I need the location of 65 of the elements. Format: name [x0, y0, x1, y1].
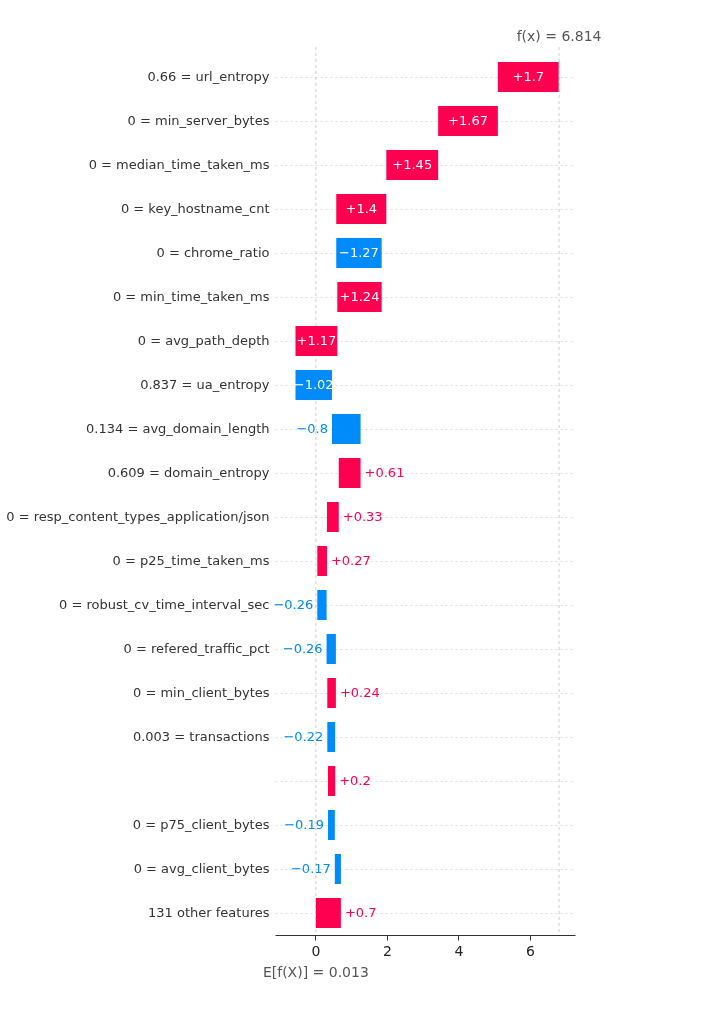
bar — [336, 238, 382, 268]
ref-line-label: f(x) = 6.814 — [516, 28, 602, 44]
data-label: −0.19 — [284, 817, 325, 832]
data-label: +0.24 — [339, 685, 380, 700]
data-label: −0.26 — [282, 641, 323, 656]
bar — [326, 502, 339, 532]
y-tick-label: 0 = min_client_bytes — [133, 685, 270, 700]
y-tick-label: 0 = avg_client_bytes — [133, 861, 270, 876]
y-tick-label: 0 = refered_traffic_pct — [123, 641, 270, 656]
bar — [337, 282, 382, 312]
bar — [497, 62, 559, 92]
data-label: +0.61 — [364, 465, 405, 480]
data-label: +0.33 — [342, 509, 383, 524]
y-tick-label: 0 = key_hostname_cnt — [120, 201, 270, 216]
bar — [328, 766, 336, 796]
data-label: −0.17 — [290, 861, 331, 876]
bar — [331, 414, 361, 444]
data-label: +0.7 — [344, 905, 377, 920]
y-tick-label: 0 = resp_content_types_application/json — [6, 509, 270, 524]
y-tick-label: 0 = robust_cv_time_interval_sec — [59, 597, 270, 612]
y-tick-label: 0 = p75_client_bytes — [132, 817, 270, 832]
bar — [386, 150, 439, 180]
bar — [295, 370, 332, 400]
bar — [315, 898, 341, 928]
y-tick-label: 0 = min_time_taken_ms — [112, 289, 270, 304]
y-tick-label: 0 = chrome_ratio — [156, 245, 270, 260]
bar — [328, 810, 335, 840]
y-tick-label: 131 other features — [148, 905, 270, 920]
y-tick-label: 0 = p25_time_taken_ms — [112, 553, 270, 568]
data-label: −1.02 — [293, 377, 334, 392]
x-tick-label: 4 — [454, 942, 464, 959]
y-tick-label: 0.609 = domain_entropy — [107, 465, 270, 480]
data-label: −0.26 — [273, 597, 314, 612]
data-label: +1.67 — [448, 113, 488, 128]
ref-line-label: E[f(X)] = 0.013 — [262, 964, 369, 980]
x-tick-label: 2 — [382, 942, 392, 959]
y-tick-label: 0.003 = transactions — [132, 729, 270, 744]
data-label: −1.27 — [339, 245, 379, 260]
data-label: +1.4 — [345, 201, 378, 216]
bar — [317, 546, 327, 576]
data-label: +1.7 — [512, 69, 545, 84]
data-label: +0.2 — [339, 773, 371, 788]
y-tick-label: 0.66 = url_entropy — [147, 69, 270, 84]
y-tick-label: 0 = median_time_taken_ms — [88, 157, 270, 172]
x-tick-label: 0 — [311, 942, 321, 959]
bar — [336, 194, 387, 224]
bar — [295, 326, 338, 356]
y-tick-label: 0 = min_server_bytes — [127, 113, 270, 128]
data-label: +1.24 — [339, 289, 380, 304]
x-tick-label: 6 — [525, 942, 535, 959]
y-tick-label: 0.134 = avg_domain_length — [86, 421, 270, 436]
bar — [326, 634, 336, 664]
data-label: +1.17 — [296, 333, 337, 348]
bar — [438, 106, 498, 136]
bar — [317, 590, 327, 620]
y-tick-label: 0 = avg_path_depth — [137, 333, 270, 348]
bar — [327, 678, 336, 708]
y-tick-label: 0.837 = ua_entropy — [140, 377, 270, 392]
data-label: +0.27 — [330, 553, 371, 568]
data-label: −0.22 — [283, 729, 324, 744]
data-label: −0.8 — [296, 421, 328, 436]
data-label: +1.45 — [392, 157, 433, 172]
bar — [327, 722, 336, 752]
bar — [334, 854, 341, 884]
bar — [338, 458, 361, 488]
